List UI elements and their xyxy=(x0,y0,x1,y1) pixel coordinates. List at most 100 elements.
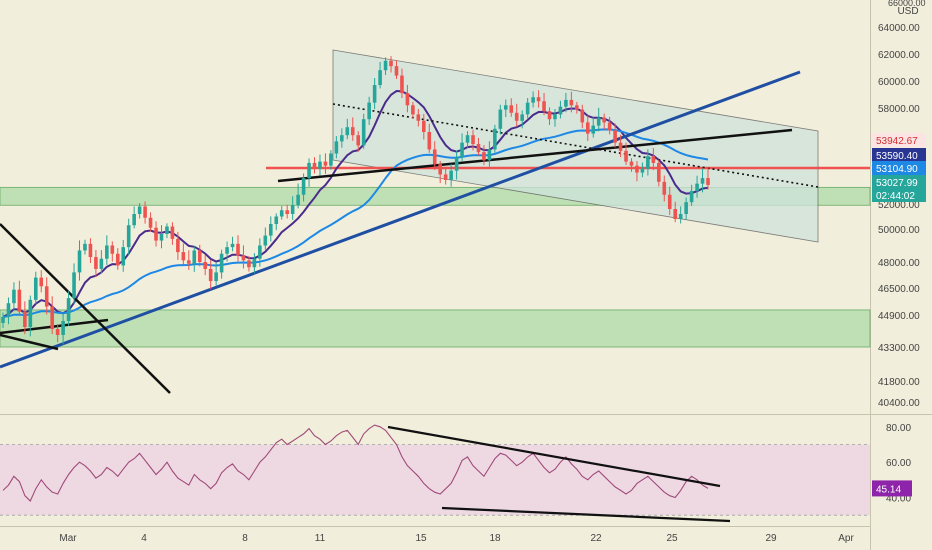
rsi-line xyxy=(2,424,709,502)
y-tick-label: 66000.00 xyxy=(888,0,926,8)
candle-body xyxy=(268,224,273,236)
price-badge xyxy=(872,133,926,147)
candle-body xyxy=(695,183,699,192)
candle-body xyxy=(176,238,180,253)
x-tick-label: 15 xyxy=(415,533,427,544)
candle-body xyxy=(585,122,590,134)
price-badge-label: 02:44:02 xyxy=(876,191,915,202)
candle-body xyxy=(252,258,257,268)
wedge-lower-line xyxy=(0,318,109,335)
candle-body xyxy=(427,132,432,150)
candle-body xyxy=(684,202,688,214)
rsi-tick-label: 60.00 xyxy=(886,458,911,469)
candle-body xyxy=(460,142,464,158)
candle-body xyxy=(219,253,224,273)
candle-body xyxy=(23,311,27,327)
candle-body xyxy=(258,245,262,259)
candle-body xyxy=(449,170,453,180)
candle-body xyxy=(39,277,44,287)
candle-body xyxy=(400,75,404,94)
candle-body xyxy=(77,250,82,273)
candle-body xyxy=(553,114,557,120)
candle-body xyxy=(214,272,218,282)
price-badge xyxy=(872,188,926,202)
candle-body xyxy=(607,122,612,131)
candle-body xyxy=(301,178,306,195)
candle-body xyxy=(520,114,524,121)
candle-body xyxy=(361,119,366,146)
candle-body xyxy=(307,162,311,179)
candle-body xyxy=(657,162,661,182)
price-badge-label: 53590.40 xyxy=(876,151,918,162)
candle-body xyxy=(197,250,202,262)
candle-body xyxy=(383,60,388,71)
x-tick-label: 29 xyxy=(765,533,777,544)
rsi-value-badge xyxy=(872,480,912,497)
candle-body xyxy=(465,135,470,143)
ascending-trendline xyxy=(0,70,801,369)
y-tick-label: 40400.00 xyxy=(878,398,920,409)
candle-body xyxy=(667,194,672,209)
rsi-tick-label: 80.00 xyxy=(886,423,911,434)
candle-body xyxy=(602,117,606,123)
candle-body xyxy=(6,303,11,317)
candle-body xyxy=(416,114,421,121)
candle-body xyxy=(629,161,634,166)
candle-body xyxy=(334,141,339,154)
wedge-upper-line xyxy=(0,223,171,394)
candle-body xyxy=(241,255,246,261)
candle-body xyxy=(61,321,65,335)
y-tick-label: 48000.00 xyxy=(878,258,920,269)
candle-body xyxy=(394,66,399,76)
candle-body xyxy=(137,206,142,214)
candle-body xyxy=(673,209,678,219)
candle-body xyxy=(536,97,541,102)
y-tick-label: 52000.00 xyxy=(878,200,920,211)
candle-body xyxy=(279,210,284,217)
candle-body xyxy=(443,174,448,180)
candle-body xyxy=(83,243,87,251)
candle-body xyxy=(389,60,393,67)
candle-body xyxy=(350,127,355,136)
price-badge-label: 53942.67 xyxy=(876,136,918,147)
candle-body xyxy=(340,135,344,142)
candle-body xyxy=(503,105,508,110)
rsi-divergence-lower xyxy=(441,506,731,523)
candle-body xyxy=(329,153,333,166)
candle-body xyxy=(547,111,552,120)
candle-body xyxy=(405,93,410,106)
price-badge-label: 53027.99 xyxy=(876,178,918,189)
candle-body xyxy=(159,233,164,241)
y-tick-label: 62000.00 xyxy=(878,50,920,61)
x-tick-label: 4 xyxy=(141,533,147,544)
candle-body xyxy=(471,135,475,145)
candle-body xyxy=(208,268,213,282)
candle-body xyxy=(482,152,486,161)
candle-body xyxy=(236,243,240,256)
y-tick-label: 41800.00 xyxy=(878,377,920,388)
candle-body xyxy=(285,210,289,214)
candle-body xyxy=(247,260,251,268)
currency-label: USD xyxy=(897,6,918,17)
candle-body xyxy=(192,250,197,264)
price-badge xyxy=(872,148,926,162)
candle-body xyxy=(618,142,623,151)
candle-body xyxy=(290,205,295,214)
candle-body xyxy=(613,130,617,143)
candle-body xyxy=(498,109,503,129)
candle-body xyxy=(580,109,585,123)
price-badge xyxy=(872,175,926,189)
support-zone xyxy=(0,309,871,348)
dotted-midline xyxy=(332,103,819,188)
candle-body xyxy=(569,99,574,106)
candle-body xyxy=(132,214,136,226)
x-tick-label: 25 xyxy=(666,533,678,544)
candle-body xyxy=(367,102,371,120)
y-tick-label: 60000.00 xyxy=(878,77,920,88)
candle-body xyxy=(345,127,350,136)
candle-body xyxy=(662,181,667,195)
candle-body xyxy=(438,164,443,175)
candle-body xyxy=(154,227,158,241)
candle-body xyxy=(624,150,628,162)
candle-body xyxy=(558,106,563,115)
